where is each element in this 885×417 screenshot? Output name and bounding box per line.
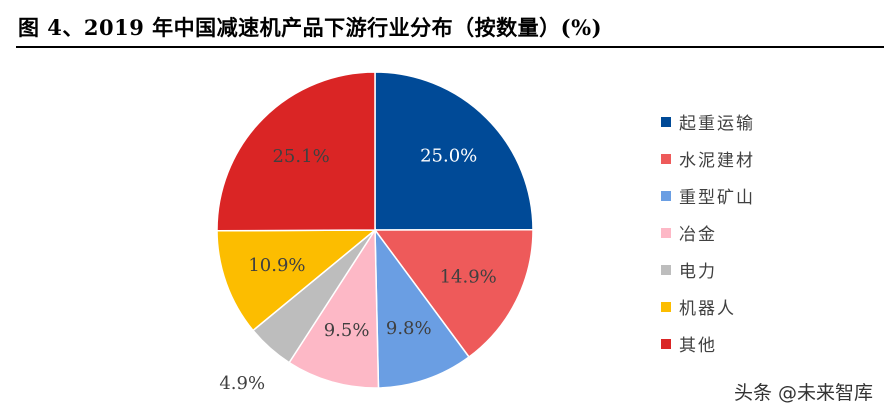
legend-swatch — [661, 264, 671, 275]
legend-label: 冶金 — [679, 225, 717, 245]
legend-item: 起重运输 — [661, 103, 755, 140]
legend-item: 其他 — [661, 325, 755, 362]
legend-swatch — [661, 116, 671, 127]
pie-slice — [374, 227, 471, 389]
legend-swatch — [661, 338, 671, 349]
slice-label: 9.5% — [324, 320, 370, 341]
slice-label: 25.1% — [272, 146, 329, 167]
legend-label: 重型矿山 — [679, 188, 755, 208]
legend-label: 机器人 — [679, 299, 736, 319]
legend-label: 电力 — [679, 262, 717, 282]
chart-legend: 起重运输水泥建材重型矿山冶金电力机器人其他 — [661, 103, 755, 362]
watermark: 头条 @未来智库 — [733, 382, 873, 404]
legend-swatch — [661, 227, 671, 238]
legend-item: 冶金 — [661, 214, 755, 251]
title-divider — [16, 46, 884, 48]
pie-slice — [373, 229, 534, 359]
legend-item: 水泥建材 — [661, 140, 755, 177]
pie-slice — [374, 71, 534, 231]
slice-label: 25.0% — [420, 146, 477, 167]
legend-item: 机器人 — [661, 288, 755, 325]
slice-label: 10.9% — [248, 255, 305, 276]
legend-label: 水泥建材 — [679, 151, 755, 171]
chart-title: 图 4、2019 年中国减速机产品下游行业分布（按数量）(%) — [18, 15, 603, 40]
legend-swatch — [661, 301, 671, 312]
pie-slice — [288, 227, 380, 389]
legend-item: 重型矿山 — [661, 177, 755, 214]
slice-label: 14.9% — [440, 266, 497, 287]
pie-slice — [216, 229, 378, 332]
pie-slice — [216, 71, 376, 232]
legend-swatch — [661, 190, 671, 201]
legend-label: 其他 — [679, 336, 717, 356]
legend-item: 电力 — [661, 251, 755, 288]
legend-swatch — [661, 153, 671, 164]
slice-label: 4.9% — [219, 373, 265, 394]
slice-label: 9.8% — [386, 318, 432, 339]
legend-label: 起重运输 — [679, 114, 755, 134]
